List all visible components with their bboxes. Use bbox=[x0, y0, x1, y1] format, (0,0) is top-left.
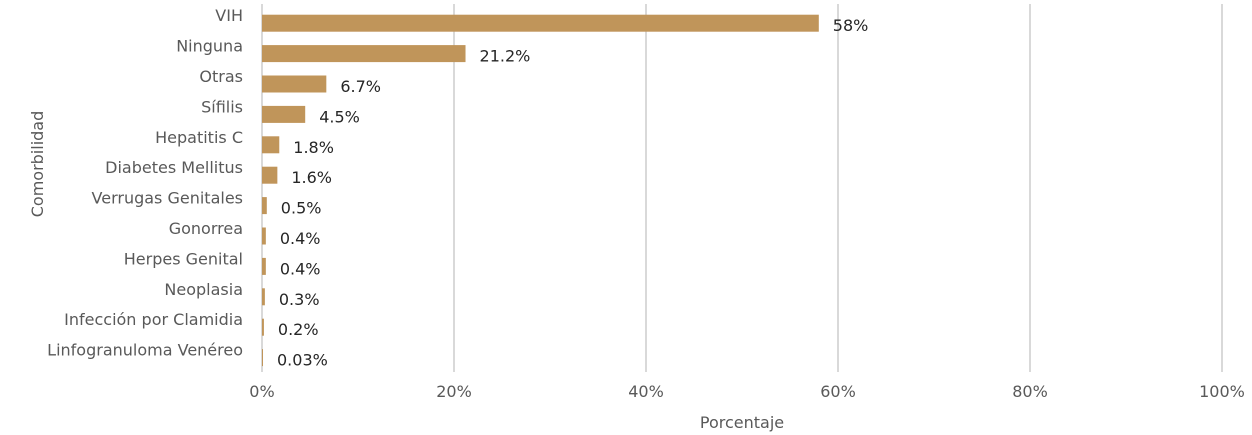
category-label: Neoplasia bbox=[164, 280, 243, 299]
data-label: 0.4% bbox=[280, 229, 321, 248]
category-label: Linfogranuloma Venéreo bbox=[47, 341, 243, 360]
data-label: 0.03% bbox=[277, 351, 328, 370]
data-label: 0.5% bbox=[281, 199, 322, 218]
x-tick-label: 20% bbox=[436, 382, 472, 401]
bar bbox=[262, 75, 327, 93]
data-label: 58% bbox=[833, 16, 869, 35]
category-label: Diabetes Mellitus bbox=[105, 158, 243, 177]
x-tick-label: 80% bbox=[1012, 382, 1048, 401]
category-label: VIH bbox=[215, 6, 243, 25]
x-axis-title: Porcentaje bbox=[700, 413, 784, 432]
bar bbox=[262, 105, 306, 123]
data-label: 0.4% bbox=[280, 259, 321, 278]
category-label: Ninguna bbox=[176, 37, 243, 56]
data-label: 21.2% bbox=[480, 47, 531, 66]
bars bbox=[262, 14, 819, 367]
category-label: Herpes Genital bbox=[124, 249, 243, 268]
category-labels: VIH Ninguna Otras Sífilis Hepatitis C Diabete… bbox=[47, 6, 243, 359]
category-label: Gonorrea bbox=[169, 219, 243, 238]
data-label: 1.8% bbox=[293, 138, 334, 157]
category-label: Otras bbox=[199, 67, 243, 86]
bar bbox=[262, 14, 819, 32]
category-label: Hepatitis C bbox=[155, 128, 243, 147]
bar bbox=[262, 288, 265, 306]
bar bbox=[262, 166, 278, 184]
bar bbox=[262, 349, 263, 367]
data-label: 4.5% bbox=[319, 107, 360, 126]
data-label: 0.3% bbox=[279, 290, 320, 309]
bar bbox=[262, 136, 280, 154]
data-label: 6.7% bbox=[340, 77, 381, 96]
x-tick-labels: 0% 20% 40% 60% 80% 100% bbox=[249, 382, 1245, 401]
bar bbox=[262, 45, 466, 63]
x-tick-label: 0% bbox=[249, 382, 274, 401]
data-label: 0.2% bbox=[278, 320, 319, 339]
bar bbox=[262, 197, 267, 215]
category-label: Sífilis bbox=[201, 97, 243, 116]
x-tick-label: 60% bbox=[820, 382, 856, 401]
bar bbox=[262, 227, 266, 245]
gridlines bbox=[261, 4, 1223, 372]
y-axis-title: Comorbilidad bbox=[28, 111, 47, 218]
data-labels: 58% 21.2% 6.7% 4.5% 1.8% 1.6% 0.5% 0.4% 0.4% 0.3%… bbox=[277, 16, 868, 369]
data-label: 1.6% bbox=[291, 168, 332, 187]
bar bbox=[262, 257, 266, 275]
bar bbox=[262, 318, 264, 336]
x-tick-label: 100% bbox=[1199, 382, 1245, 401]
category-label: Verrugas Genitales bbox=[92, 189, 243, 208]
category-label: Infección por Clamidia bbox=[64, 310, 243, 329]
x-tick-label: 40% bbox=[628, 382, 664, 401]
